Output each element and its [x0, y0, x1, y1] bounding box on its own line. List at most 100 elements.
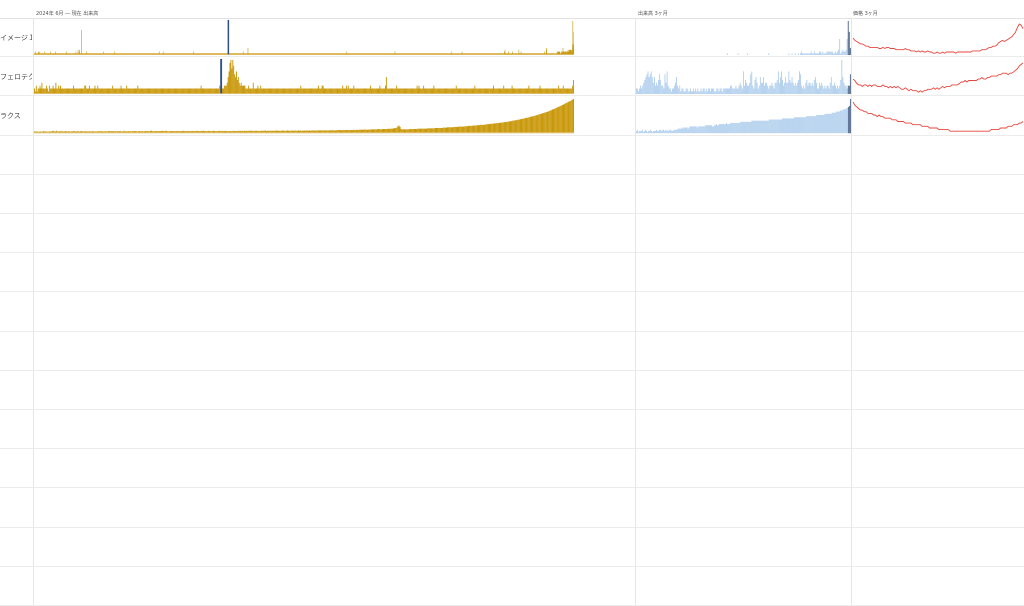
- volume-bar: [386, 53, 388, 56]
- volume-3m-bar: [802, 53, 804, 56]
- volume-bar: [521, 53, 523, 56]
- volume-bar: [96, 131, 99, 134]
- volume-bar: [402, 53, 404, 56]
- volume-3m-bar: [744, 85, 745, 95]
- volume-bar: [544, 53, 545, 56]
- volume-bar: [502, 122, 504, 134]
- volume-bar: [83, 88, 85, 95]
- volume-bar: [194, 53, 195, 56]
- volume-3m-bar: [760, 121, 762, 134]
- volume-3m-bar: [768, 88, 770, 95]
- volume-bar: [357, 88, 358, 95]
- volume-bar: [195, 88, 196, 95]
- volume-bar: [474, 53, 476, 56]
- volume-3m-bar: [741, 122, 743, 134]
- volume-bar: [89, 53, 90, 56]
- volume-bar: [61, 53, 63, 56]
- volume-3m-bar: [829, 82, 831, 95]
- volume-bar: [569, 88, 571, 95]
- volume-bar: [238, 53, 240, 56]
- volume-bar: [79, 88, 81, 95]
- volume-bar: [371, 53, 372, 56]
- volume-bar: [414, 53, 416, 56]
- volume-bar: [166, 131, 168, 134]
- volume-bar: [252, 53, 254, 56]
- volume-bar: [409, 53, 411, 56]
- volume-bar: [424, 129, 427, 134]
- volume-bar: [311, 130, 313, 134]
- volume-bar: [123, 131, 125, 134]
- volume-bar: [257, 53, 258, 56]
- volume-bar: [432, 53, 434, 56]
- volume-bar: [204, 53, 205, 56]
- volume-bar: [151, 88, 153, 95]
- volume-bar: [271, 53, 273, 56]
- volume-bar: [154, 131, 156, 134]
- volume-bar: [338, 88, 340, 95]
- volume-bar: [64, 88, 66, 95]
- volume-bar: [317, 130, 319, 134]
- volume-bar: [524, 118, 526, 134]
- volume-bar: [336, 53, 338, 56]
- volume-bar: [289, 53, 291, 56]
- volume-bar: [93, 88, 95, 95]
- volume-bar: [482, 88, 484, 95]
- volume-bar: [480, 53, 482, 56]
- volume-bar: [314, 53, 316, 56]
- volume-bar: [274, 53, 276, 56]
- volume-bar: [74, 131, 76, 134]
- volume-3m-bar: [797, 117, 798, 134]
- volume-bar: [363, 53, 365, 56]
- volume-bar: [232, 60, 234, 95]
- volume-bar: [418, 85, 420, 95]
- volume-bar: [277, 53, 279, 56]
- volume-bar: [186, 131, 188, 134]
- volume-bar: [120, 53, 121, 56]
- volume-bar: [554, 109, 556, 134]
- volume-bar: [566, 51, 568, 56]
- volume-bar: [109, 53, 110, 56]
- volume-3m-bar: [659, 130, 661, 134]
- volume-3m-bar: [639, 88, 640, 95]
- volume-bar: [380, 129, 382, 134]
- volume-bar: [387, 53, 389, 56]
- volume-bar: [307, 53, 309, 56]
- volume-bar: [214, 53, 216, 56]
- volume-bar: [165, 53, 166, 56]
- volume-bar: [446, 53, 447, 56]
- volume-bar: [35, 85, 37, 95]
- volume-bar: [422, 53, 424, 56]
- volume-bar: [325, 130, 327, 134]
- volume-bar: [555, 88, 557, 95]
- volume-3m-bar: [715, 91, 717, 95]
- volume-3m-bar: [710, 125, 711, 134]
- volume-bar: [62, 53, 63, 56]
- volume-bar: [140, 53, 141, 56]
- volume-3m-bar: [665, 130, 667, 134]
- volume-bar: [308, 53, 310, 56]
- volume-bar: [300, 53, 301, 56]
- volume-bar: [87, 53, 89, 56]
- volume-3m-bar: [701, 91, 703, 95]
- volume-bar: [401, 129, 403, 134]
- volume-bar: [87, 53, 89, 56]
- volume-3m-bar: [839, 85, 841, 95]
- volume-bar: [310, 131, 312, 134]
- volume-3m-bar: [755, 121, 757, 134]
- volume-3m-bar: [799, 71, 800, 95]
- volume-bar: [275, 53, 276, 56]
- volume-bar: [88, 131, 90, 134]
- volume-bar: [190, 53, 191, 56]
- volume-bar: [451, 53, 453, 56]
- volume-bar: [245, 53, 247, 56]
- row-divider: [0, 134, 1024, 136]
- volume-bar: [559, 53, 561, 56]
- volume-bar: [337, 53, 339, 56]
- volume-3m-bar: [807, 116, 809, 134]
- volume-bar: [54, 53, 56, 56]
- volume-bar: [475, 53, 477, 56]
- volume-bar: [128, 53, 130, 56]
- volume-bar: [382, 53, 383, 56]
- volume-bar: [395, 53, 397, 56]
- price-3m-chart: [852, 23, 1024, 54]
